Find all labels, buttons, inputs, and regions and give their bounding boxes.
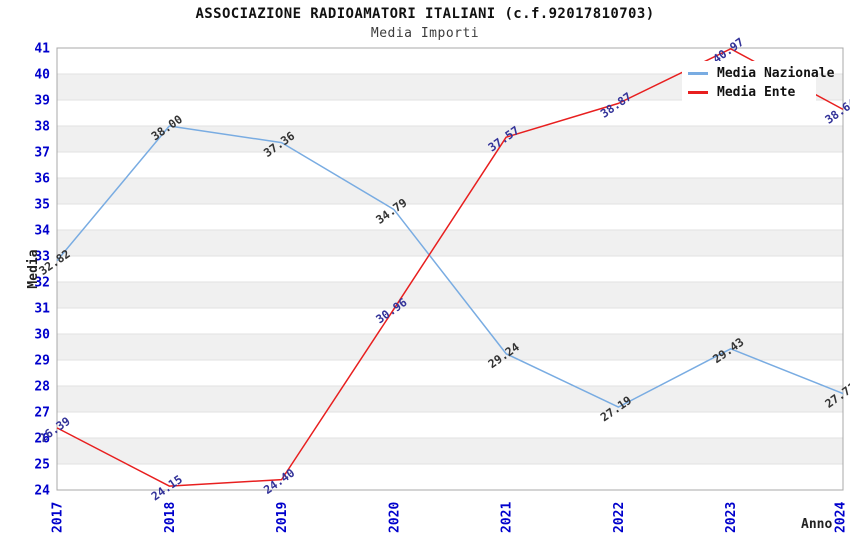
grid-stripe [57,334,843,360]
series-line-ente [56,48,844,487]
grid-stripe [57,126,843,152]
y-tick-label: 31 [34,302,50,317]
y-tick-label: 40 [34,68,50,83]
legend-swatch-ente-icon [688,91,708,94]
y-tick-label: 27 [34,406,50,421]
y-tick-label: 36 [34,172,50,187]
chart-subtitle: Media Importi [370,26,480,41]
grid-stripe [57,178,843,204]
y-tick-label: 33 [34,250,50,265]
x-tick-label: 2024 [834,502,849,533]
grid-stripe [57,282,843,308]
legend: Media Nazionale Media Ente [682,61,834,106]
y-tick-label: 34 [34,224,50,239]
grid-stripe [57,386,843,412]
x-tick-label: 2022 [612,502,627,533]
series-line-nazionale [56,125,844,408]
y-axis-title: Media [26,249,42,289]
y-tick-label: 25 [34,458,50,473]
y-tick-label: 38 [34,120,50,135]
y-tick-label: 28 [34,380,50,395]
chart-title: ASSOCIAZIONE RADIOAMATORI ITALIANI (c.f.… [195,6,655,22]
legend-label-media-nazionale: Media Nazionale [717,66,835,81]
x-tick-label: 2020 [387,502,402,533]
x-tick-label: 2023 [724,502,739,533]
x-tick-label: 2018 [163,502,178,533]
data-point-label: 24.40 [261,466,297,497]
x-tick-label: 2019 [275,502,290,533]
legend-label-media-ente: Media Ente [717,85,796,100]
y-tick-label: 32 [34,276,50,291]
y-tick-label: 26 [34,432,50,447]
y-tick-label: 41 [34,42,50,57]
y-tick-label: 24 [34,484,50,499]
legend-item-media-nazionale: Media Nazionale [688,64,834,83]
x-tick-label: 2021 [500,502,515,533]
legend-item-media-ente: Media Ente [688,83,812,102]
y-tick-label: 35 [34,198,50,213]
grid-stripe [57,230,843,256]
y-tick-label: 37 [34,146,50,161]
y-tick-label: 39 [34,94,50,109]
x-axis-title: Anno [801,517,833,532]
grid-stripe [57,438,843,464]
y-tick-label: 30 [34,328,50,343]
plot-frame [56,47,844,491]
data-point-label: 24.15 [149,472,185,503]
legend-swatch-nazionale-icon [688,72,708,75]
x-tick-label: 2017 [51,502,66,533]
y-tick-label: 29 [34,354,50,369]
